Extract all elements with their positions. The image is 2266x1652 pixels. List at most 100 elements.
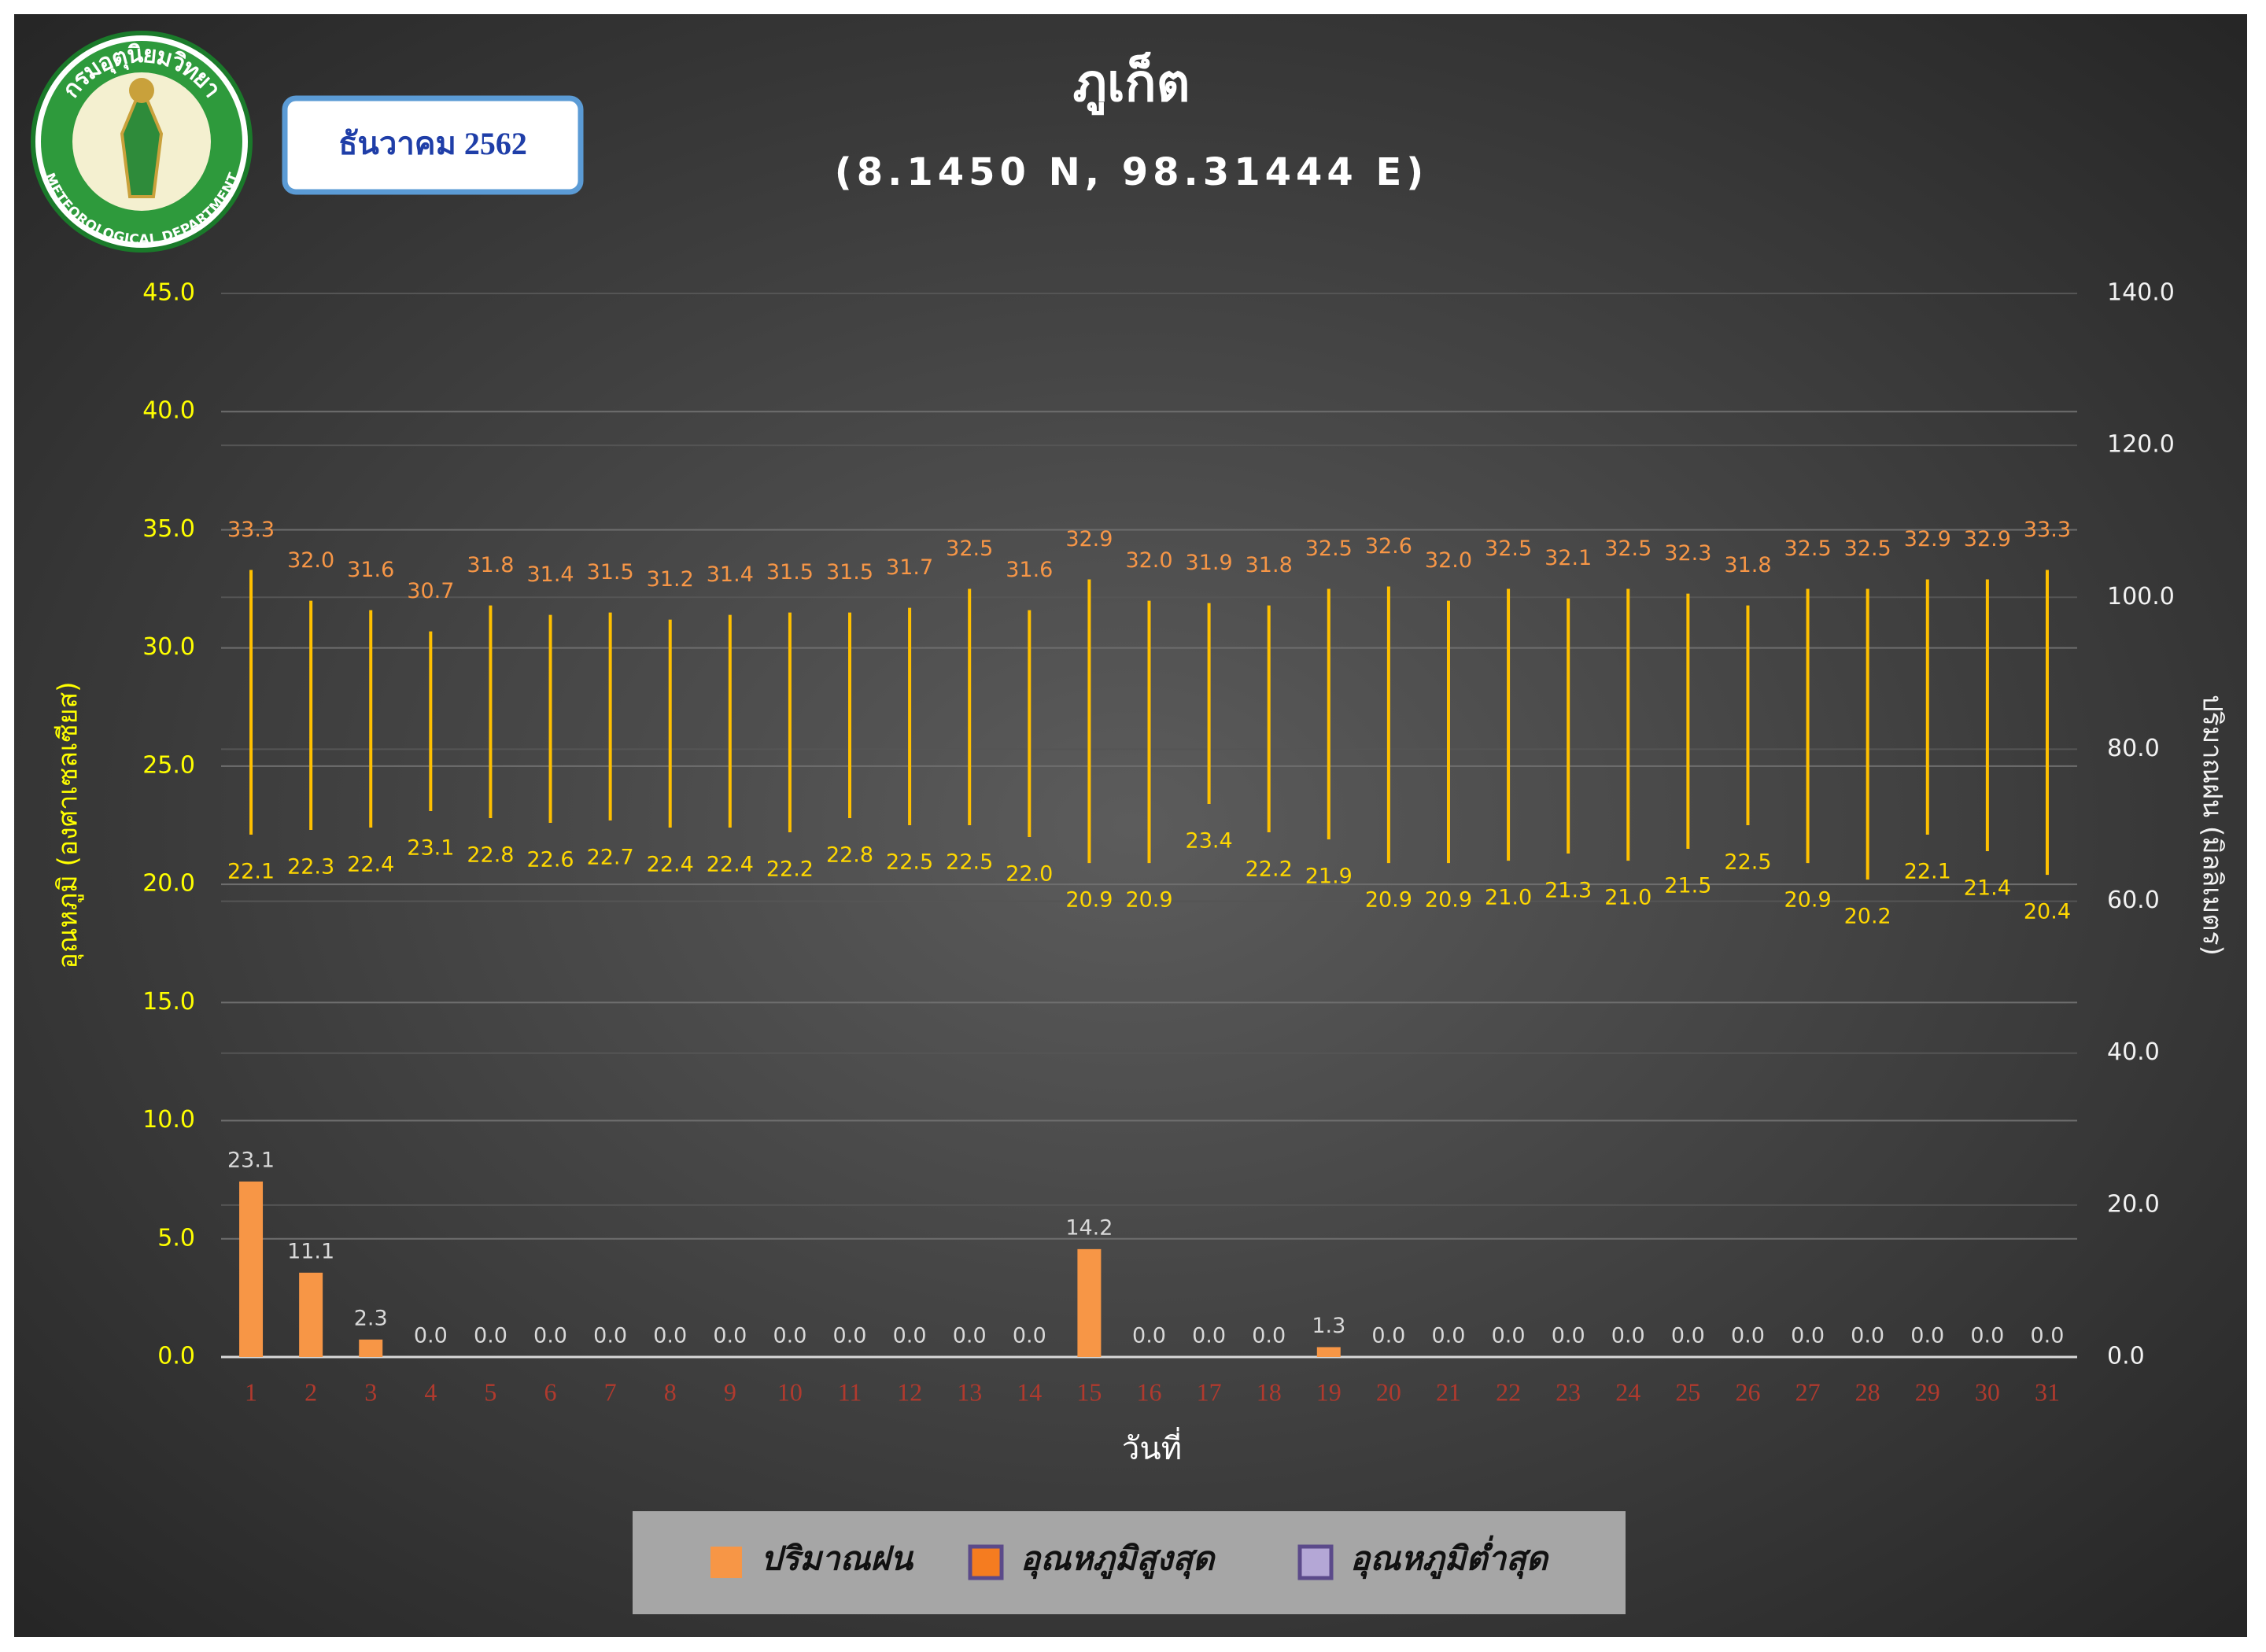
min-label: 23.1 (407, 835, 454, 860)
rain-label: 0.0 (1132, 1324, 1166, 1348)
max-label: 31.7 (886, 555, 933, 580)
min-label: 22.2 (1246, 857, 1293, 882)
min-label: 22.4 (707, 853, 754, 877)
x-tick-label: 11 (838, 1377, 862, 1406)
x-tick-label: 7 (604, 1377, 617, 1406)
x-tick-label: 25 (1675, 1377, 1700, 1406)
y-tick-label: 25.0 (142, 751, 195, 779)
x-tick-label: 9 (724, 1377, 736, 1406)
rain-label: 0.0 (953, 1324, 987, 1348)
min-label: 21.9 (1305, 865, 1353, 889)
legend (633, 1511, 1626, 1614)
x-tick-label: 30 (1975, 1377, 2000, 1406)
min-label: 21.0 (1604, 886, 1652, 910)
min-label: 22.6 (526, 847, 574, 872)
x-tick-label: 20 (1376, 1377, 1401, 1406)
rain-label: 2.3 (354, 1306, 388, 1330)
max-label: 33.3 (2024, 518, 2071, 542)
rain-label: 0.0 (1192, 1324, 1226, 1348)
rain-bar (359, 1339, 383, 1357)
y-tick-label: 40.0 (142, 397, 195, 425)
max-label: 32.0 (1425, 548, 1472, 573)
y2-tick-label: 0.0 (2107, 1343, 2145, 1370)
rain-label: 0.0 (1371, 1324, 1405, 1348)
x-tick-label: 4 (424, 1377, 437, 1406)
max-label: 32.3 (1664, 541, 1711, 566)
max-label: 32.5 (1784, 537, 1832, 561)
x-tick-label: 19 (1316, 1377, 1342, 1406)
max-label: 30.7 (407, 579, 454, 603)
y-tick-label: 15.0 (142, 988, 195, 1016)
y2-tick-label: 60.0 (2107, 887, 2160, 914)
x-tick-label: 18 (1257, 1377, 1282, 1406)
rain-label: 0.0 (1791, 1324, 1825, 1348)
max-label: 32.9 (1065, 527, 1113, 551)
rain-label: 0.0 (1552, 1324, 1585, 1348)
min-label: 21.5 (1664, 874, 1711, 898)
chart-subtitle: (8.1450 N, 98.31444 E) (835, 150, 1428, 194)
rain-bar (239, 1181, 264, 1357)
legend-label: ปริมาณฝน (761, 1542, 914, 1578)
min-label: 22.8 (826, 843, 873, 867)
x-tick-label: 23 (1556, 1377, 1581, 1406)
min-label: 22.1 (227, 860, 275, 884)
min-label: 22.0 (1006, 862, 1053, 887)
min-label: 22.4 (647, 853, 694, 877)
x-tick-label: 21 (1436, 1377, 1461, 1406)
max-label: 32.5 (1305, 537, 1353, 561)
rain-label: 0.0 (1970, 1324, 2004, 1348)
rain-bar (299, 1272, 323, 1357)
legend-swatch (1297, 1544, 1334, 1580)
period: ธันวาคม 2562 (338, 126, 527, 161)
min-label: 22.3 (287, 855, 334, 879)
rain-label: 0.0 (713, 1324, 747, 1348)
x-tick-label: 31 (2035, 1377, 2060, 1406)
rain-label: 0.0 (1731, 1324, 1765, 1348)
legend-swatch (968, 1544, 1004, 1580)
x-tick-label: 17 (1197, 1377, 1222, 1406)
rain-label: 0.0 (773, 1324, 806, 1348)
max-label: 31.8 (1724, 553, 1771, 577)
max-label: 32.5 (946, 537, 993, 561)
y2-tick-label: 120.0 (2107, 431, 2175, 459)
x-tick-label: 8 (664, 1377, 677, 1406)
max-label: 31.8 (1246, 553, 1293, 577)
rain-label: 0.0 (1013, 1324, 1046, 1348)
x-tick-label: 26 (1735, 1377, 1760, 1406)
y-tick-label: 10.0 (142, 1106, 195, 1134)
min-label: 22.5 (1724, 850, 1771, 875)
min-label: 21.0 (1485, 886, 1532, 910)
x-tick-label: 27 (1795, 1377, 1821, 1406)
min-label: 20.9 (1784, 888, 1832, 913)
y-tick-label: 0.0 (157, 1343, 195, 1370)
legend-swatch (710, 1547, 742, 1578)
x-tick-label: 6 (544, 1377, 557, 1406)
x-tick-label: 15 (1076, 1377, 1102, 1406)
x-tick-label: 29 (1915, 1377, 1940, 1406)
y2-tick-label: 40.0 (2107, 1038, 2160, 1066)
y-tick-label: 35.0 (142, 515, 195, 543)
period-box (282, 95, 584, 195)
logo: กรมอุตุนิยมวิทยา METEOROLOGICAL DEPARTME… (31, 31, 253, 253)
rain-label: 0.0 (1252, 1324, 1286, 1348)
rain-label: 0.0 (653, 1324, 687, 1348)
rain-label: 0.0 (1432, 1324, 1466, 1348)
y2-tick-label: 20.0 (2107, 1190, 2160, 1218)
max-label: 31.5 (826, 560, 873, 584)
rain-label: 11.1 (287, 1239, 334, 1263)
rain-label: 0.0 (1611, 1324, 1645, 1348)
rain-label: 0.0 (474, 1324, 507, 1348)
max-label: 31.6 (1006, 558, 1053, 582)
y-tick-label: 45.0 (142, 279, 195, 307)
x-tick-label: 10 (777, 1377, 803, 1406)
y2-axis-title: ปริมาณฝน (มิลลิเมตร) (2197, 695, 2228, 956)
min-label: 22.5 (886, 850, 933, 875)
x-tick-label: 16 (1137, 1377, 1162, 1406)
max-label: 32.9 (1964, 527, 2011, 551)
y2-tick-label: 80.0 (2107, 735, 2160, 762)
y-tick-label: 30.0 (142, 633, 195, 661)
max-label: 32.5 (1604, 537, 1652, 561)
max-label: 31.4 (707, 562, 754, 587)
rain-label: 0.0 (2030, 1324, 2064, 1348)
